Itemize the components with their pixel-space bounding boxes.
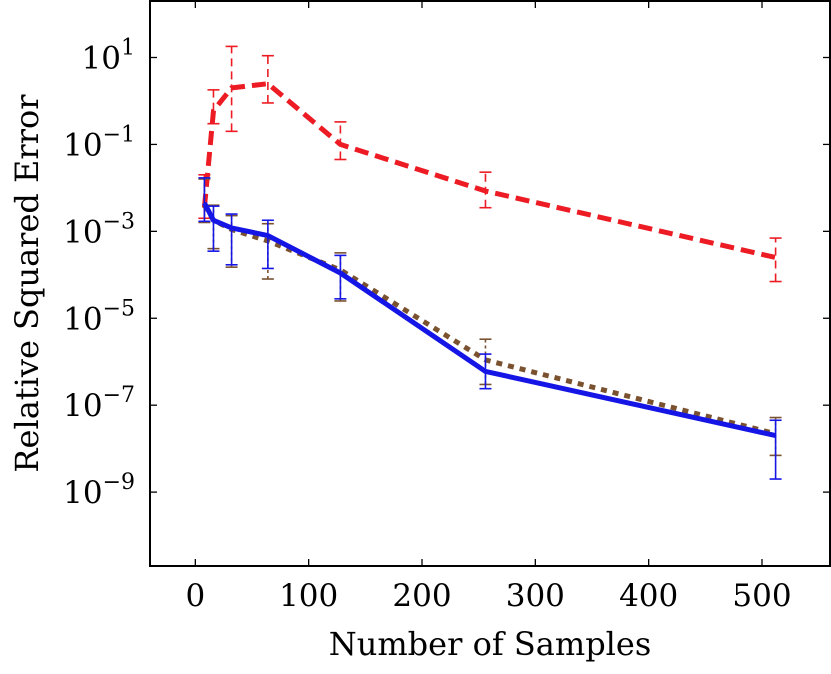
x-tick-label: 100 <box>279 578 338 614</box>
y-tick-base: 10 <box>63 214 102 250</box>
y-tick-base: 10 <box>63 388 102 424</box>
y-tick-exponent: −7 <box>103 383 135 408</box>
x-tick-label: 200 <box>392 578 451 614</box>
y-tick-exponent: −1 <box>103 122 135 147</box>
y-tick-exponent: 1 <box>121 36 135 61</box>
y-tick-exponent: −3 <box>103 209 135 234</box>
y-tick-exponent: −5 <box>103 296 135 321</box>
y-tick-base: 10 <box>63 301 102 337</box>
x-axis-label: Number of Samples <box>329 625 652 663</box>
series-line-dashed <box>201 81 777 260</box>
y-tick-label: 10−9 <box>63 470 135 511</box>
y-tick-base: 10 <box>82 41 121 77</box>
y-tick-label: 10−7 <box>63 383 135 424</box>
x-tick-label: 500 <box>732 578 791 614</box>
y-tick-label: 10−5 <box>63 296 135 337</box>
x-tick-label: 400 <box>619 578 678 614</box>
plot-frame <box>149 0 831 567</box>
y-tick-base: 10 <box>63 475 102 511</box>
y-axis-label: Relative Squared Error <box>8 94 46 473</box>
y-tick-label: 10−1 <box>63 122 135 163</box>
x-tick-label: 300 <box>506 578 565 614</box>
y-tick-exponent: −9 <box>103 470 135 495</box>
y-tick-label: 10−3 <box>63 209 135 250</box>
y-tick-label: 101 <box>82 36 135 77</box>
series-dotted <box>198 178 782 457</box>
series-layer <box>198 45 782 480</box>
y-tick-base: 10 <box>63 127 102 163</box>
series-solid <box>198 177 782 480</box>
series-dashed <box>198 45 782 283</box>
x-tick-label: 0 <box>185 578 205 614</box>
